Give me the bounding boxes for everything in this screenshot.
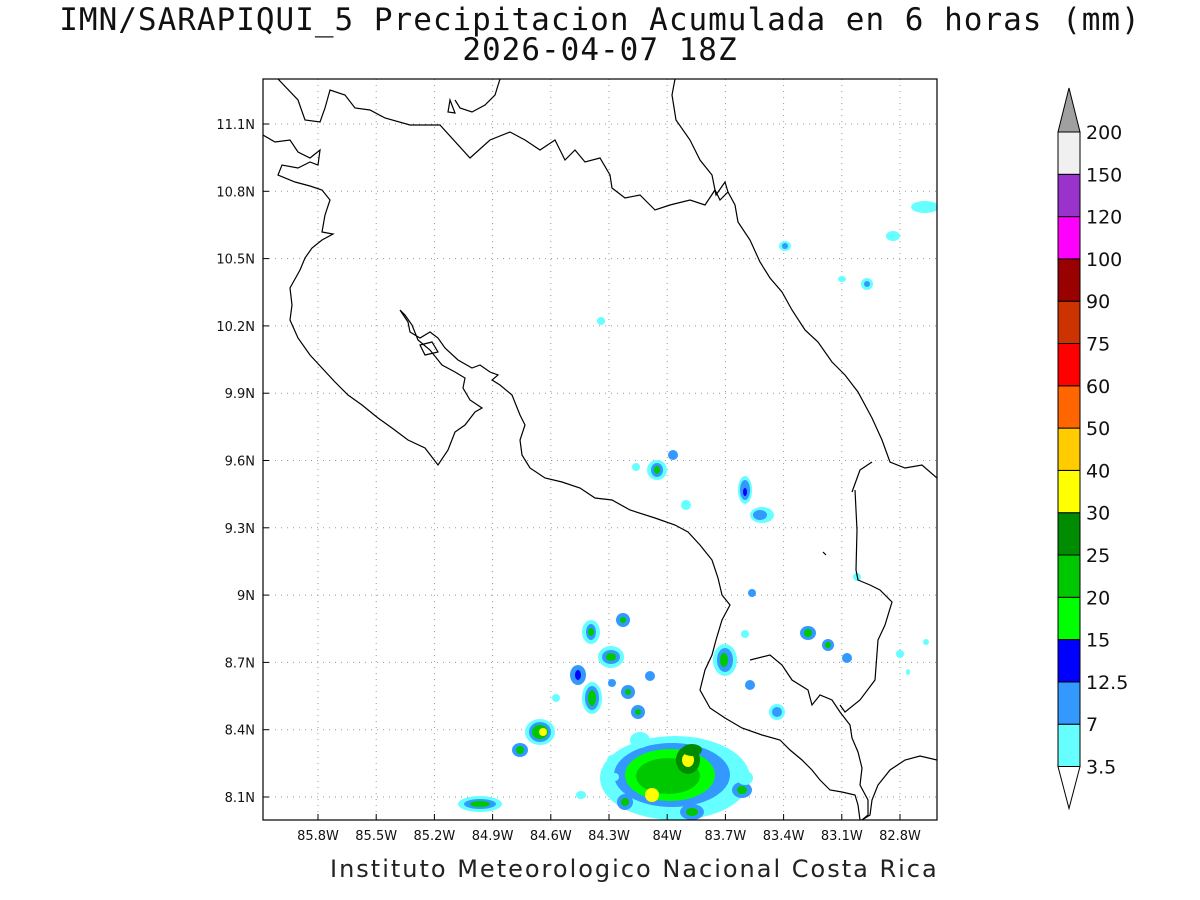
y-tick-label: 8.7N (225, 656, 255, 671)
colorbar-label: 30 (1086, 503, 1110, 525)
colorbar-label: 25 (1086, 545, 1110, 567)
y-tick-label: 9.9N (225, 387, 255, 402)
y-tick-label: 10.5N (216, 253, 255, 268)
y-tick-label: 10.8N (216, 185, 255, 200)
x-tick-label: 83.4W (763, 829, 805, 844)
chart-title: IMN/SARAPIQUI_5 Precipitacion Acumulada … (59, 2, 1141, 38)
x-tick-label: 85.8W (297, 829, 339, 844)
colorbar-under-arrow (1057, 766, 1081, 811)
colorbar-swatch (1057, 681, 1081, 725)
colorbar-swatch (1057, 300, 1081, 345)
x-tick-label: 83.1W (821, 829, 863, 844)
y-tick-label: 8.4N (225, 724, 255, 739)
colorbar-label: 200 (1086, 122, 1122, 144)
coastline-borders (263, 79, 937, 820)
colorbar-label: 100 (1086, 249, 1122, 271)
colorbar-swatch (1057, 639, 1081, 683)
x-tick-label: 84.3W (588, 829, 630, 844)
x-tick-label: 85.2W (413, 829, 455, 844)
x-tick-label: 84.9W (472, 829, 514, 844)
y-tick-label: 9.3N (225, 522, 255, 537)
colorbar-swatch (1057, 469, 1081, 514)
colorbar-legend: 3.5 7 12.5 15 20 25 30 40 50 60 75 90 100 120 150 200 (1057, 87, 1128, 811)
colorbar-label: 50 (1086, 418, 1110, 440)
colorbar-swatch (1057, 343, 1081, 387)
colorbar-label: 40 (1086, 460, 1110, 482)
x-tick-label: 82.8W (879, 829, 921, 844)
y-tick-label: 9N (237, 589, 255, 604)
colorbar-swatch (1057, 216, 1081, 260)
y-tick-label: 8.1N (225, 791, 255, 806)
colorbar-swatch (1057, 258, 1081, 302)
longitude-axis: 85.8W 85.5W 85.2W 84.9W 84.6W 84.3W 84W 83.7W 83… (297, 814, 921, 844)
latitude-axis: 11.1N 10.8N 10.5N 10.2N 9.9N 9.6N 9.3N 9N 8.7N 8.… (216, 118, 269, 806)
colorbar-label: 75 (1086, 334, 1110, 356)
x-tick-label: 84.6W (530, 829, 572, 844)
colorbar-label: 12.5 (1086, 672, 1128, 694)
colorbar-label: 150 (1086, 164, 1122, 186)
colorbar-label: 3.5 (1086, 757, 1116, 779)
colorbar-label: 7 (1086, 714, 1098, 736)
colorbar-swatch (1057, 427, 1081, 471)
colorbar-label: 20 (1086, 587, 1110, 609)
colorbar-swatch (1057, 131, 1081, 175)
colorbar-swatch (1057, 554, 1081, 598)
colorbar-over-arrow (1057, 87, 1081, 133)
colorbar-label: 15 (1086, 630, 1110, 652)
chart-subtitle-date: 2026-04-07 18Z (462, 32, 738, 68)
precipitation-field (458, 201, 937, 820)
y-tick-label: 9.6N (225, 455, 255, 470)
colorbar-swatch (1057, 512, 1081, 556)
x-tick-label: 85.5W (355, 829, 397, 844)
colorbar-swatch (1057, 173, 1081, 218)
colorbar-swatch (1057, 385, 1081, 429)
footer-institution: Instituto Meteorologico Nacional Costa R… (330, 855, 939, 883)
x-tick-label: 84W (652, 829, 682, 844)
colorbar-label: 120 (1086, 207, 1122, 229)
colorbar-swatch (1057, 723, 1081, 768)
colorbar-label: 60 (1086, 376, 1110, 398)
colorbar-swatch (1057, 596, 1081, 641)
colorbar-label: 90 (1086, 291, 1110, 313)
map-gridlines (263, 79, 937, 820)
map-frame (262, 78, 938, 821)
x-tick-label: 83.7W (704, 829, 746, 844)
y-tick-label: 10.2N (216, 320, 255, 335)
y-tick-label: 11.1N (216, 118, 255, 133)
